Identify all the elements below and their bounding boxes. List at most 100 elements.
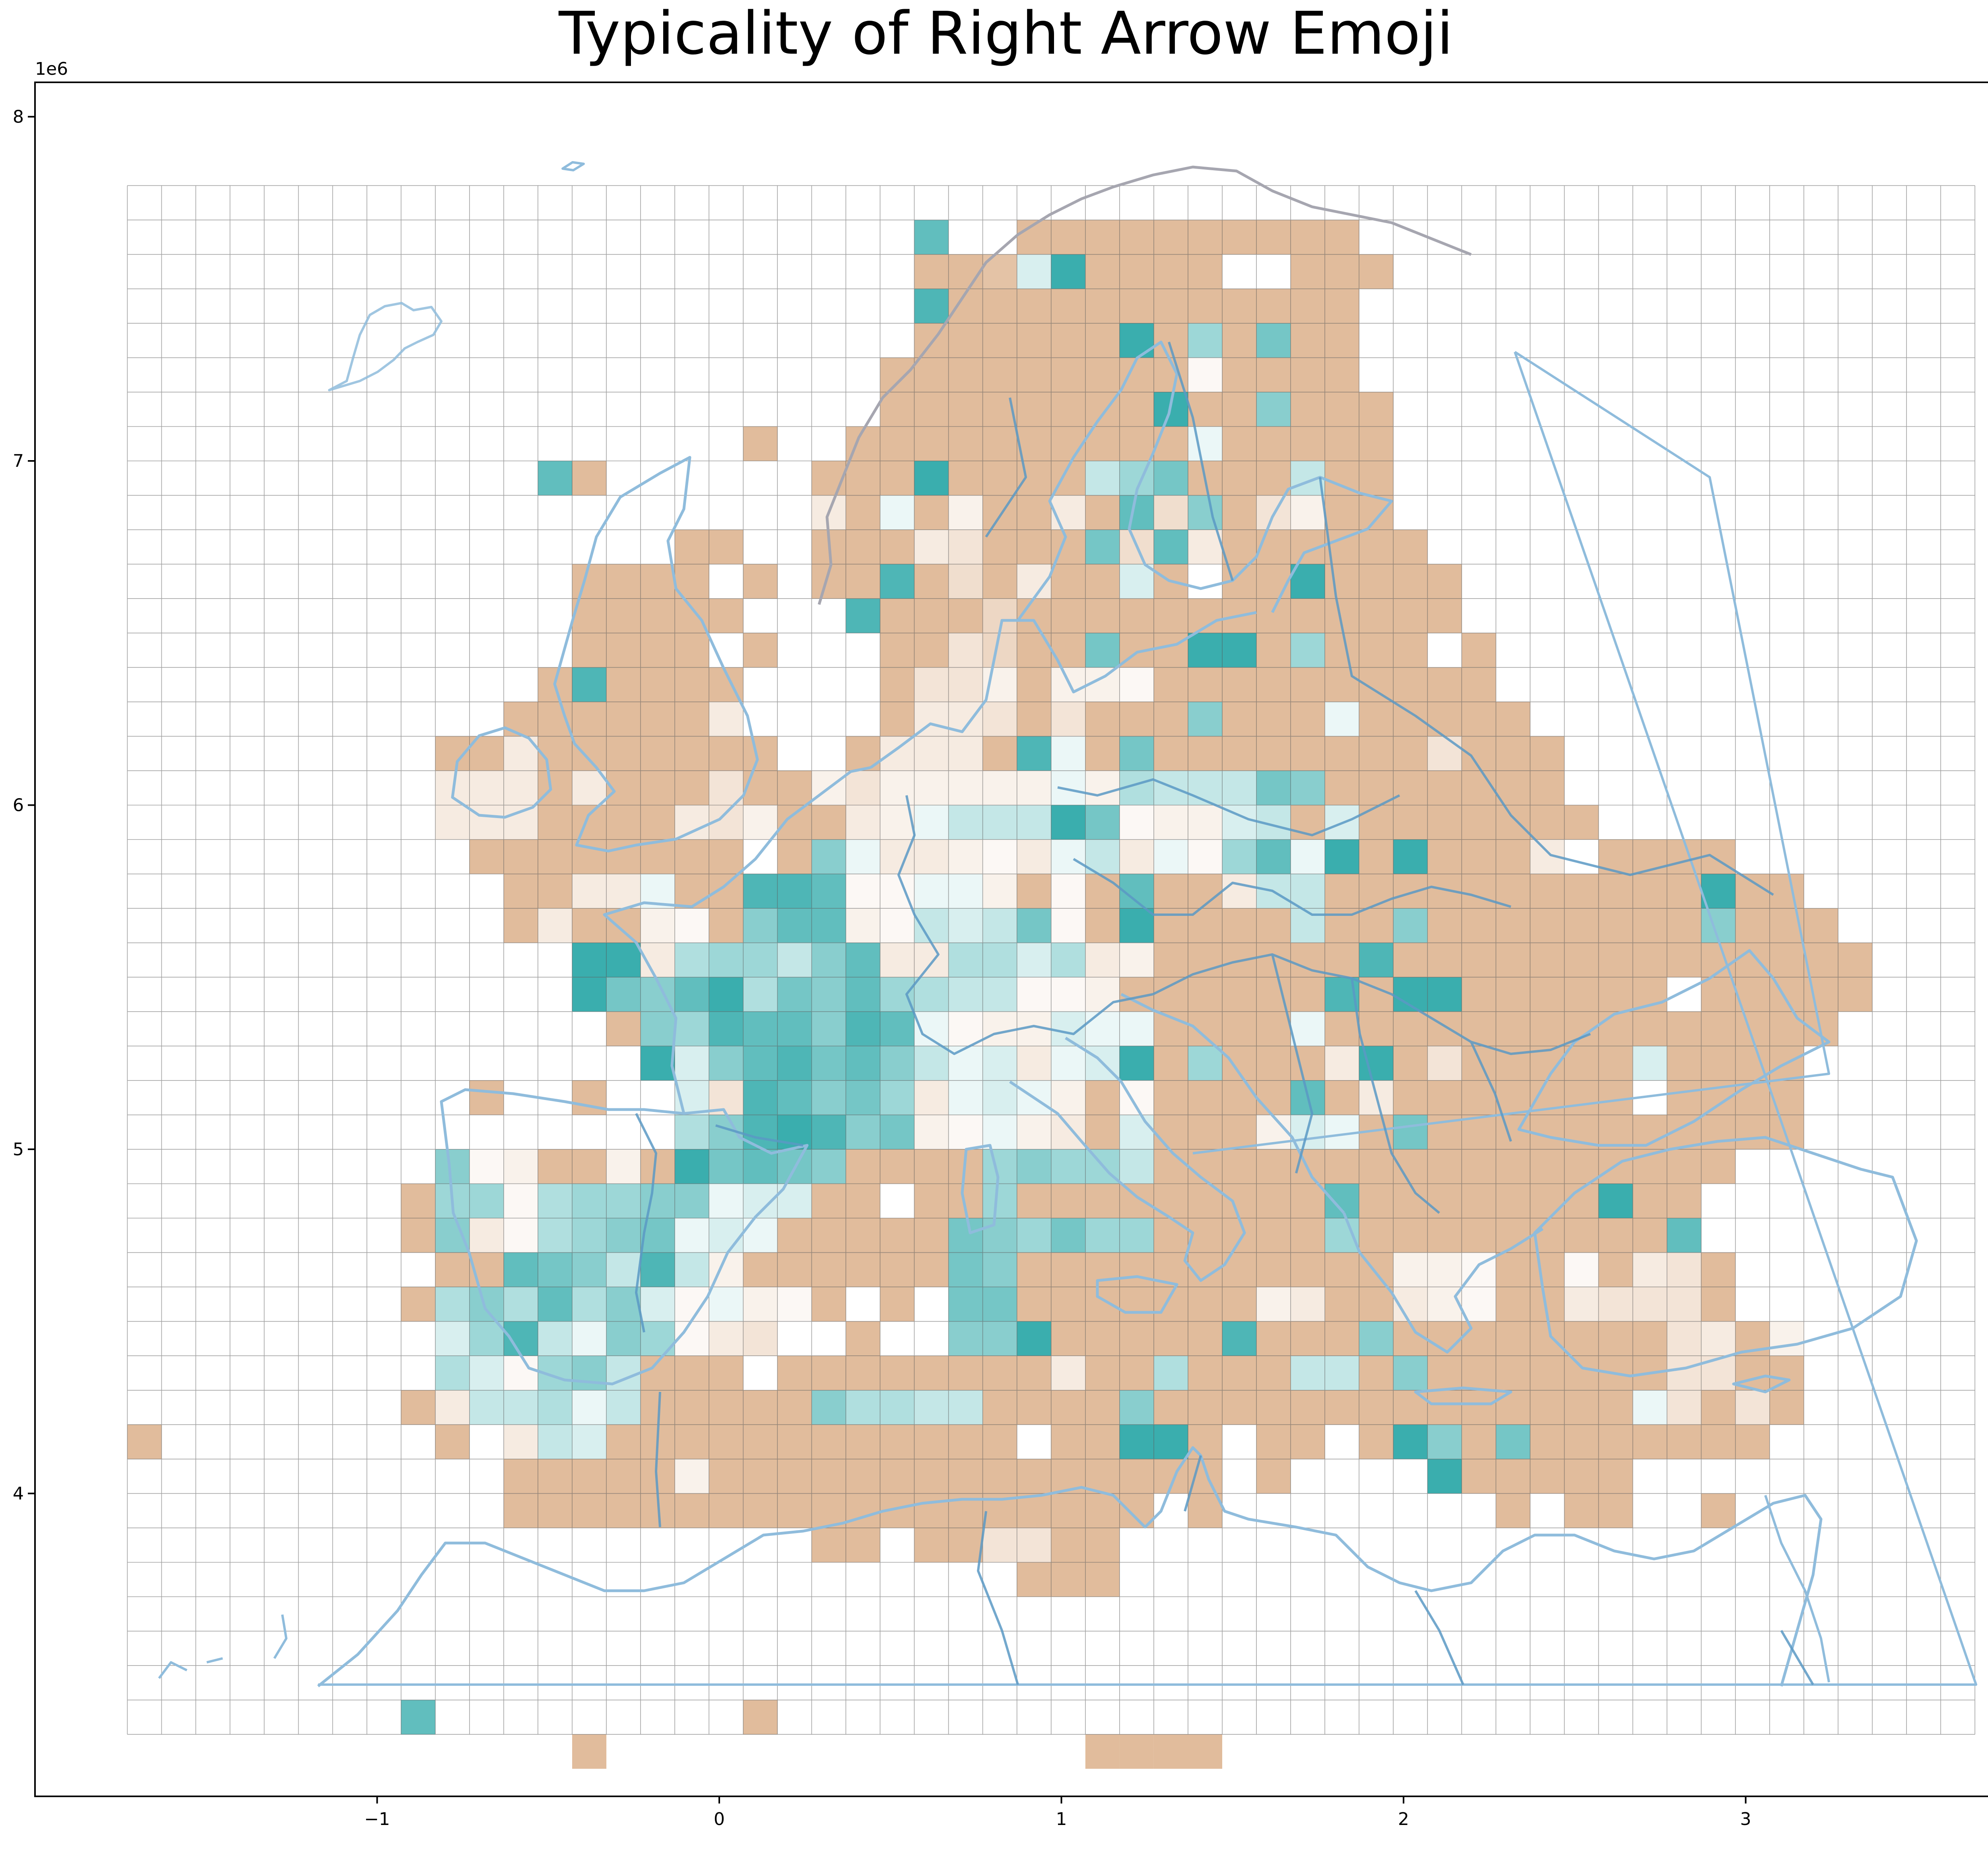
heatmap-cell — [914, 392, 949, 427]
heatmap-cell — [401, 1184, 435, 1218]
heatmap-cell — [1051, 1287, 1085, 1322]
heatmap-cell — [1085, 1080, 1120, 1115]
heatmap-cell — [846, 1321, 880, 1356]
heatmap-cell — [1359, 702, 1394, 737]
heatmap-cell — [641, 770, 675, 805]
heatmap-cell — [1462, 1287, 1496, 1322]
heatmap-cell — [982, 358, 1017, 392]
heatmap-cell — [1119, 323, 1154, 358]
heatmap-cell — [1291, 426, 1325, 461]
heatmap-cell — [948, 1356, 983, 1390]
heatmap-cell — [606, 908, 641, 943]
heatmap-cell — [1359, 530, 1394, 564]
heatmap-cell — [1769, 1011, 1804, 1046]
heatmap-cell — [1530, 805, 1565, 840]
heatmap-cell — [1496, 1356, 1530, 1390]
heatmap-cell — [880, 736, 914, 771]
heatmap-cell — [1051, 667, 1085, 702]
heatmap-cell — [1427, 736, 1462, 771]
y-tick-label: 4 — [13, 1483, 24, 1504]
heatmap-cell — [1085, 1011, 1120, 1046]
heatmap-cell — [469, 1390, 504, 1425]
heatmap-cell — [1119, 254, 1154, 289]
heatmap-cell — [1564, 1493, 1599, 1528]
heatmap-cell — [743, 426, 778, 461]
heatmap-cell — [1462, 1046, 1496, 1081]
heatmap-cell — [709, 1321, 744, 1356]
heatmap-cell — [948, 908, 983, 943]
heatmap-cell — [1325, 840, 1359, 874]
heatmap-cell — [1359, 908, 1394, 943]
heatmap-cell — [948, 599, 983, 633]
heatmap-cell — [846, 599, 880, 633]
heatmap-cell — [1667, 1252, 1701, 1287]
heatmap-cell — [1427, 805, 1462, 840]
heatmap-cell — [1393, 530, 1428, 564]
heatmap-cell — [1188, 805, 1222, 840]
heatmap-cell — [846, 530, 880, 564]
heatmap-cell — [1291, 1425, 1325, 1459]
heatmap-cell — [1188, 874, 1222, 909]
heatmap-cell — [675, 1046, 709, 1081]
heatmap-cell — [1325, 564, 1359, 599]
heatmap-cell — [914, 254, 949, 289]
heatmap-cell — [1222, 426, 1257, 461]
heatmap-cell — [1222, 840, 1257, 874]
heatmap-cell — [1188, 220, 1222, 255]
heatmap-cell — [1427, 1252, 1462, 1287]
heatmap-cell — [503, 1184, 538, 1218]
plot-frame — [34, 82, 1988, 1797]
heatmap-cell — [1017, 530, 1051, 564]
heatmap-cell — [846, 1080, 880, 1115]
heatmap-cell — [1462, 633, 1496, 668]
heatmap-cell — [1119, 1218, 1154, 1253]
heatmap-cell — [1085, 599, 1120, 633]
heatmap-cell — [777, 908, 812, 943]
heatmap-cell — [1085, 358, 1120, 392]
heatmap-cell — [1291, 977, 1325, 1012]
heatmap-cell — [1496, 1149, 1530, 1184]
heatmap-cell — [1462, 908, 1496, 943]
heatmap-cell — [846, 1493, 880, 1528]
heatmap-cell — [1017, 840, 1051, 874]
heatmap-cell — [1085, 874, 1120, 909]
heatmap-cell — [641, 599, 675, 633]
heatmap-cell — [982, 1115, 1017, 1149]
heatmap-cell — [641, 1321, 675, 1356]
heatmap-cell — [948, 530, 983, 564]
heatmap-cell — [982, 736, 1017, 771]
heatmap-cell — [982, 840, 1017, 874]
heatmap-cell — [1085, 1115, 1120, 1149]
heatmap-cell — [1633, 1321, 1667, 1356]
heatmap-cell — [812, 1011, 846, 1046]
x-axis: −1 0 1 2 3 — [364, 1796, 1751, 1829]
heatmap-cell — [982, 461, 1017, 496]
heatmap-cell — [1462, 702, 1496, 737]
heatmap-cell — [948, 874, 983, 909]
heatmap-cell — [948, 358, 983, 392]
heatmap-cell — [1325, 392, 1359, 427]
heatmap-cell — [709, 736, 744, 771]
heatmap-cell — [812, 1493, 846, 1528]
heatmap-cell — [1153, 1734, 1188, 1769]
heatmap-cell — [1530, 1390, 1565, 1425]
heatmap-cell — [1153, 943, 1188, 978]
heatmap-cell — [675, 530, 709, 564]
heatmap-cell — [777, 840, 812, 874]
heatmap-cell — [743, 1425, 778, 1459]
heatmap-cell — [538, 1459, 572, 1494]
heatmap-cell — [1735, 874, 1770, 909]
heatmap-cell — [1051, 805, 1085, 840]
heatmap-cell — [572, 1149, 607, 1184]
heatmap-cell — [914, 1390, 949, 1425]
heatmap-cell — [948, 323, 983, 358]
heatmap-cell — [743, 1459, 778, 1494]
heatmap-cell — [1633, 1425, 1667, 1459]
heatmap-cell — [1393, 943, 1428, 978]
heatmap-cell — [743, 1115, 778, 1149]
heatmap-cell — [1085, 1218, 1120, 1253]
coastline-sicily — [1096, 1275, 1178, 1314]
coastline-north-africa — [317, 1446, 1823, 1687]
heatmap-cell — [1256, 1425, 1291, 1459]
heatmap-cell — [1667, 1080, 1701, 1115]
